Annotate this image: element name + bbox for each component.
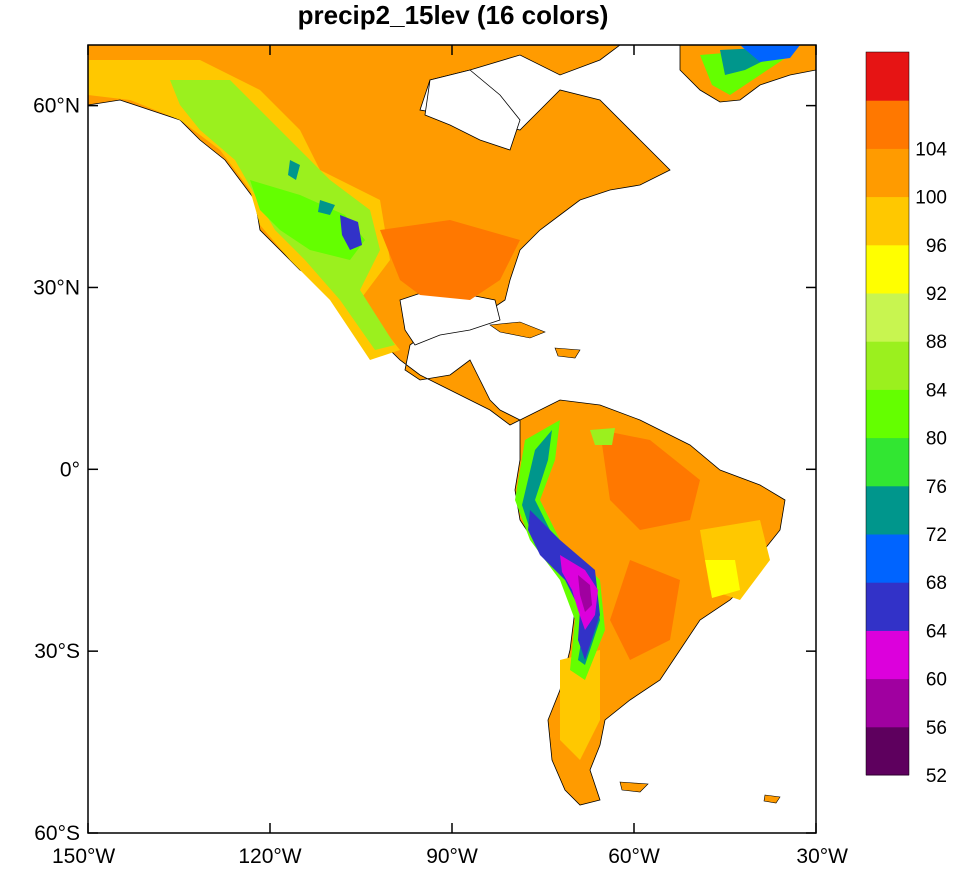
rockies-blue [340,215,362,250]
longitude-ticks: 150°W 120°W 90°W 60°W 30°W [52,45,848,868]
eastern-darker-orange [380,220,520,300]
hispaniola [554,347,581,359]
colorbar-label: 96 [926,236,947,257]
colorbar-swatch [866,293,909,342]
colorbar-frame [865,51,910,776]
lon-tick-label: 60°W [608,845,660,868]
colorbar-swatch [866,196,909,246]
rockies-teal [288,160,335,215]
colorbar-label: 104 [915,139,947,160]
colorbar-swatch [866,726,909,776]
colorbar: 52 56 60 64 68 72 76 80 84 88 92 96 100 104 [865,51,948,787]
colorbar-swatch [866,485,909,535]
tierra-del-fuego [619,781,649,793]
guiana-green [590,428,615,445]
hudson-bay [424,69,521,151]
lon-tick-label: 120°W [238,845,301,868]
colorbar-swatch [866,534,909,583]
colorbar-label: 76 [926,477,947,498]
latitude-ticks: 60°N 30°N 0° 30°S 60°S [33,95,816,845]
colorbar-swatch [866,148,909,198]
lat-tick-label: 60°S [34,822,80,845]
colorbar-label: 52 [926,766,947,787]
colorbar-swatch [866,52,909,101]
lat-tick-label: 60°N [33,95,80,118]
sa-yellow-bright [705,560,740,598]
colorbar-label: 64 [926,621,948,642]
lon-tick-label: 90°W [426,845,478,868]
colorbar-label: 88 [926,332,947,353]
lat-tick-label: 0° [60,458,80,481]
map-field [88,45,816,806]
lon-tick-label: 150°W [52,845,115,868]
gulf-of-mexico [399,289,501,346]
cuba [489,321,546,339]
colorbar-swatch [866,678,909,728]
amazon-darker-orange [600,430,700,660]
colorbar-swatch [866,389,909,439]
falklands [763,794,781,804]
colorbar-label: 92 [926,284,947,305]
colorbar-label: 60 [926,670,947,691]
western-mountains-yellow [88,60,400,360]
colorbar-label: 84 [926,380,948,401]
map-title: precip2_15lev (16 colors) [297,0,609,30]
colorbar-swatch [866,244,909,294]
colorbar-label: 100 [915,188,947,209]
colorbar-label: 72 [926,525,947,546]
colorbar-label: 56 [926,718,947,739]
andes-blue [528,510,600,660]
colorbar-swatch [866,582,909,631]
colorbar-swatch [866,437,909,487]
western-mountains-brightgreen [250,180,365,260]
colorbar-label: 80 [926,429,947,450]
colorbar-swatch [866,630,909,680]
lat-tick-label: 30°N [33,276,80,299]
colorbar-swatch [866,100,909,149]
altiplano-purple [578,575,592,612]
lat-tick-label: 30°S [34,640,80,663]
lon-tick-label: 30°W [796,845,848,868]
colorbar-swatch [866,341,909,390]
altiplano-magenta [560,555,598,630]
colorbar-label: 68 [926,573,947,594]
greenland-blue [740,45,800,62]
